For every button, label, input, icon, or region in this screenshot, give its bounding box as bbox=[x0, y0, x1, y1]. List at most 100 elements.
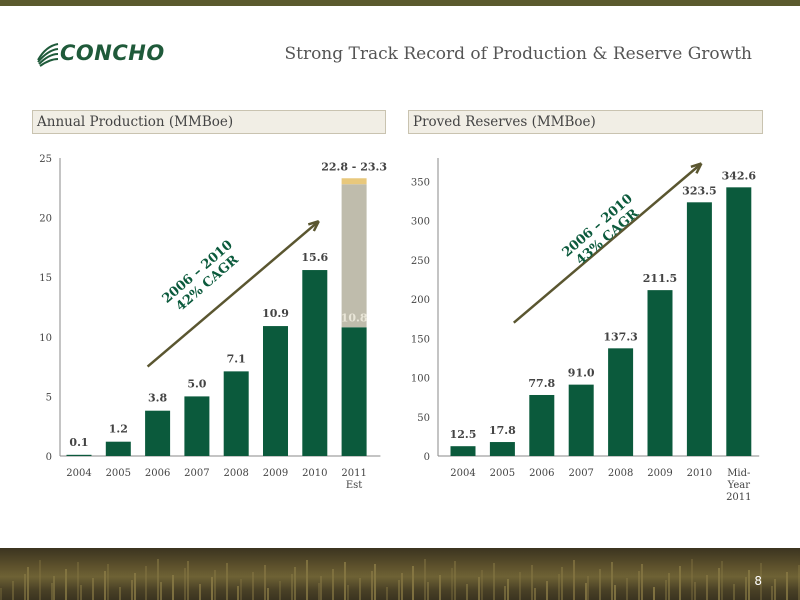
company-logo: CONCHO bbox=[36, 38, 186, 68]
grass-blade bbox=[640, 564, 643, 600]
grass-blade bbox=[145, 566, 148, 600]
grass-blade bbox=[77, 562, 80, 600]
grass-blade bbox=[798, 565, 800, 600]
grass-blade bbox=[759, 563, 762, 600]
reserves-value-label: 12.5 bbox=[450, 428, 477, 441]
grass-blade bbox=[344, 562, 347, 600]
grass-blade bbox=[531, 565, 534, 600]
production-bar bbox=[302, 270, 328, 456]
production-bar bbox=[341, 327, 367, 456]
production-x-tick-label: 2006 bbox=[145, 468, 170, 479]
grass-blade bbox=[26, 567, 29, 600]
grass-blade bbox=[385, 587, 388, 600]
production-bar bbox=[184, 396, 210, 456]
reserves-bar bbox=[686, 202, 712, 456]
reserves-value-label: 211.5 bbox=[643, 272, 677, 285]
grass-blade bbox=[706, 575, 709, 600]
production-cagr-arrow bbox=[146, 220, 320, 368]
grass-blade bbox=[504, 586, 507, 600]
reserves-y-tick-label: 100 bbox=[411, 374, 430, 385]
production-bar bbox=[66, 454, 92, 456]
production-x-tick-label: Est bbox=[346, 480, 362, 491]
production-y-tick-label: 20 bbox=[39, 214, 52, 225]
reserves-arrow-head bbox=[690, 162, 703, 174]
reserves-y-tick-label: 150 bbox=[411, 334, 430, 345]
logo-swoosh-icon bbox=[37, 43, 59, 67]
grass-blade bbox=[732, 584, 735, 600]
reserves-chart: 0 50 100 150 200 250 300 350 2004 2005 2006 2007 200… bbox=[411, 158, 760, 503]
grass-blade bbox=[667, 573, 670, 600]
grass-blade bbox=[679, 566, 682, 600]
grass-blade bbox=[373, 564, 376, 600]
grass-blade bbox=[184, 568, 186, 600]
grass-blade bbox=[774, 579, 777, 600]
grass-blade bbox=[534, 588, 536, 600]
production-value-label: 1.2 bbox=[109, 423, 128, 436]
reserves-value-label: 77.8 bbox=[528, 377, 555, 390]
grass-blade bbox=[213, 570, 216, 600]
grass-blade bbox=[786, 572, 789, 600]
grass-blade bbox=[267, 588, 269, 600]
grass-blade bbox=[572, 560, 575, 600]
grass-blade bbox=[720, 561, 723, 600]
grass-blade bbox=[637, 571, 640, 600]
grass-blade bbox=[691, 559, 694, 600]
grass-blade bbox=[587, 576, 590, 600]
grass-blade bbox=[439, 575, 442, 600]
reserves-bar bbox=[647, 290, 673, 456]
reserves-x-tick-label: 2011 bbox=[726, 492, 751, 503]
reserves-value-label: 323.5 bbox=[682, 184, 716, 197]
grass-blade bbox=[557, 574, 560, 600]
grass-blade bbox=[210, 577, 213, 600]
grass-blade bbox=[507, 579, 510, 600]
reserves-value-label: 342.6 bbox=[722, 169, 757, 182]
reserves-value-label: 17.8 bbox=[489, 424, 516, 437]
grass-blade bbox=[11, 581, 14, 600]
reserves-x-tick-label: 2007 bbox=[568, 468, 593, 479]
production-bar bbox=[263, 326, 288, 456]
grass-blade bbox=[771, 586, 774, 600]
grass-blade bbox=[614, 585, 617, 600]
grass-blade bbox=[626, 578, 628, 600]
production-x-tick-label: 2009 bbox=[263, 468, 288, 479]
reserves-x-tick-label: Mid- bbox=[727, 468, 750, 479]
production-value-label: 7.1 bbox=[227, 352, 246, 365]
grass-blade bbox=[198, 584, 201, 600]
grass-blade bbox=[252, 572, 255, 600]
grass-blade bbox=[23, 574, 26, 600]
reserves-y-tick-label: 50 bbox=[417, 413, 430, 424]
production-value-label: 15.6 bbox=[301, 251, 328, 264]
reserves-cagr-arrow bbox=[512, 162, 703, 324]
grass-blade bbox=[359, 578, 361, 600]
production-panel-header: Annual Production (MMBoe) bbox=[32, 110, 386, 134]
reserves-bar bbox=[489, 442, 515, 456]
grass-blade bbox=[50, 583, 53, 600]
production-value-label: 0.1 bbox=[69, 436, 88, 449]
grass-blade bbox=[451, 568, 453, 600]
grass-blade bbox=[186, 561, 189, 600]
reserves-x-tick-label: 2005 bbox=[490, 468, 515, 479]
grass-blade bbox=[744, 577, 747, 600]
grass-blade bbox=[584, 583, 587, 600]
grass-blade bbox=[480, 570, 483, 600]
page-number: 8 bbox=[754, 574, 762, 588]
reserves-y-tick-label: 0 bbox=[424, 452, 430, 463]
grass-blade bbox=[332, 569, 335, 600]
production-y-tick-label: 25 bbox=[39, 154, 52, 165]
grass-blade bbox=[0, 588, 2, 600]
production-x-tick-label: 2005 bbox=[106, 468, 131, 479]
reserves-y-tick-label: 250 bbox=[411, 256, 430, 267]
grass-blade bbox=[172, 575, 175, 600]
grass-blade bbox=[103, 571, 106, 600]
grass-blade bbox=[290, 574, 293, 600]
logo-text: CONCHO bbox=[60, 41, 165, 65]
grass-blade bbox=[237, 586, 240, 600]
grass-blade bbox=[718, 568, 720, 600]
grass-blade bbox=[264, 565, 267, 600]
grass-blade bbox=[317, 583, 320, 600]
grass-blade bbox=[157, 559, 160, 600]
reserves-bar bbox=[608, 348, 634, 456]
production-value-label: 5.0 bbox=[187, 377, 206, 390]
reserves-x-tick-label: 2010 bbox=[687, 468, 712, 479]
